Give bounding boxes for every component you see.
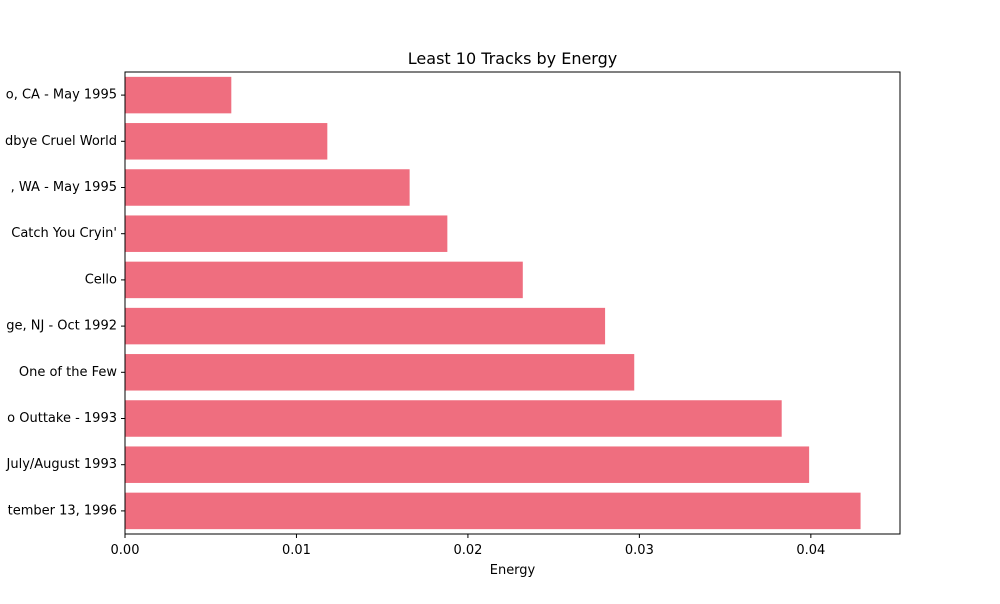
bar <box>125 123 328 160</box>
bars-group <box>125 76 861 530</box>
y-tick-label: tember 13, 1996 <box>8 503 117 518</box>
y-tick-label: ge, NJ - Oct 1992 <box>6 319 117 334</box>
x-ticks-group: 0.00 0.01 0.02 0.03 0.04 <box>111 534 825 558</box>
y-tick-label: Cello <box>85 272 117 287</box>
x-tick-label: 0.01 <box>282 543 311 558</box>
x-tick-label: 0.00 <box>111 543 140 558</box>
x-tick-label: 0.04 <box>796 543 825 558</box>
bar <box>125 215 448 252</box>
chart-title: Least 10 Tracks by Energy <box>408 49 617 68</box>
y-ticks-group: o, CA - May 1995 dbye Cruel World , WA - M… <box>5 88 125 518</box>
plot-area-frame <box>124 71 901 535</box>
bar <box>125 307 606 345</box>
x-tick-label: 0.03 <box>625 543 654 558</box>
bar <box>125 492 861 530</box>
bar <box>125 76 232 114</box>
y-tick-label: o Outtake - 1993 <box>7 411 117 426</box>
bar <box>125 169 410 206</box>
y-tick-label: , WA - May 1995 <box>11 180 117 195</box>
y-tick-label: o, CA - May 1995 <box>6 88 117 103</box>
bar <box>125 400 782 437</box>
y-tick-label: Catch You Cryin' <box>11 226 117 241</box>
bar <box>125 261 523 299</box>
bar <box>125 354 635 391</box>
x-tick-label: 0.02 <box>453 543 482 558</box>
y-tick-label: One of the Few <box>19 365 117 380</box>
y-tick-label: July/August 1993 <box>6 457 117 472</box>
bar <box>125 446 810 483</box>
x-axis-label: Energy <box>490 563 536 578</box>
y-tick-label: dbye Cruel World <box>5 134 117 149</box>
